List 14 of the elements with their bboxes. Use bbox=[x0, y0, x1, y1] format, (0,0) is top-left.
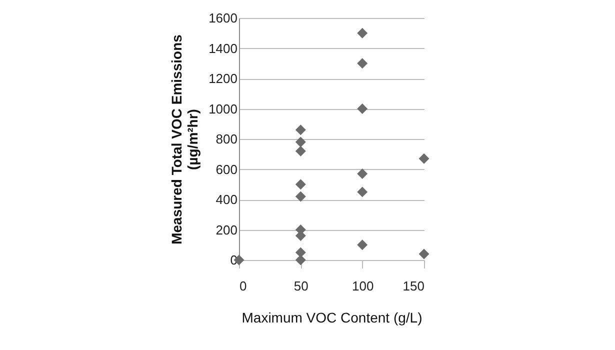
y-tick-label: 600 bbox=[216, 162, 238, 177]
x-tick-label: 0 bbox=[240, 278, 247, 294]
y-tick-label: 1000 bbox=[208, 101, 238, 116]
y-tick-label: 400 bbox=[216, 192, 238, 207]
y-tick-label: 1600 bbox=[208, 10, 238, 26]
y-tick-label: 200 bbox=[216, 222, 238, 238]
y-tick-label: 1200 bbox=[208, 71, 238, 86]
y-tick-label: 1400 bbox=[208, 40, 238, 56]
y-axis-title: Measured Total VOC Emissions (µg/m²hr) bbox=[168, 34, 201, 244]
y-tick-label: 800 bbox=[216, 132, 238, 146]
x-axis-title: Maximum VOC Content (g/L) bbox=[242, 310, 422, 326]
x-tick-label: 50 bbox=[294, 278, 308, 294]
x-tick-label: 150 bbox=[402, 278, 424, 294]
x-tick-label: 100 bbox=[352, 278, 374, 294]
